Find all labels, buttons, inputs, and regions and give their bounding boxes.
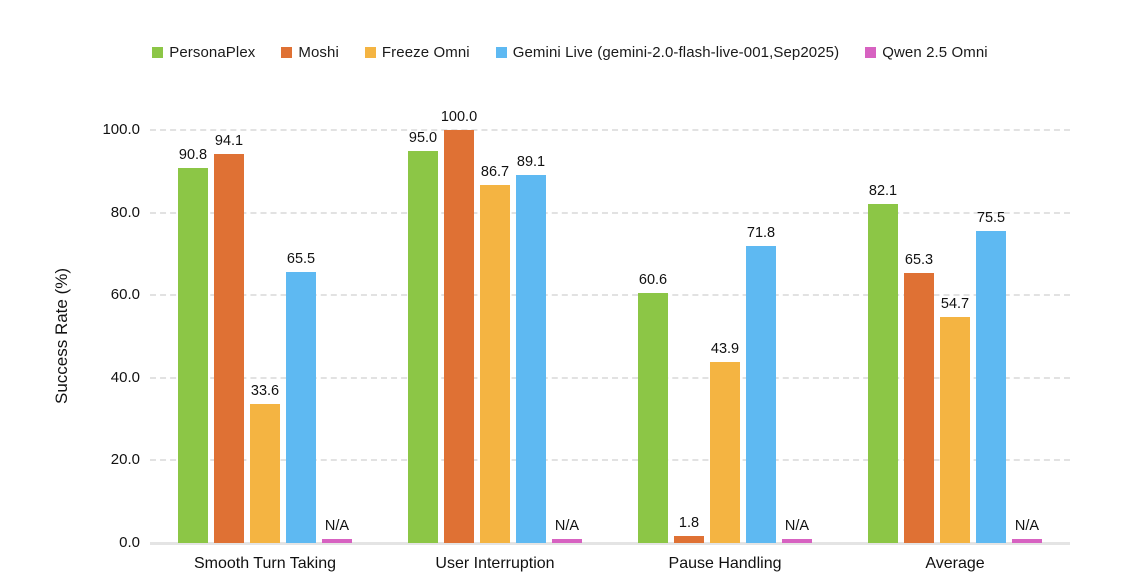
bar-freeze-omni-average — [940, 317, 970, 543]
value-label-qwen-2-5-omni-pause-handling: N/A — [784, 517, 810, 534]
value-label-freeze-omni-user-interruption: 86.7 — [480, 163, 510, 180]
value-label-personaplex-pause-handling: 60.6 — [638, 271, 668, 288]
bar-qwen-2-5-omni-smooth-turn-taking — [322, 538, 352, 543]
legend-swatch-icon — [495, 47, 507, 58]
value-label-personaplex-average: 82.1 — [868, 182, 898, 199]
value-label-freeze-omni-pause-handling: 43.9 — [710, 340, 740, 357]
legend-item-freeze-omni: Freeze Omni — [364, 44, 470, 61]
bar-freeze-omni-smooth-turn-taking — [250, 404, 280, 543]
x-category-user-interruption: User Interruption — [435, 555, 555, 572]
y-tick-60: 60.0 — [110, 286, 140, 304]
legend: PersonaPlex Moshi Freeze Omni Gemini Live (… — [0, 44, 1140, 61]
legend-label: PersonaPlex — [169, 44, 256, 61]
y-tick-100: 100.0 — [102, 121, 140, 138]
bar-personaplex-smooth-turn-taking — [178, 167, 208, 543]
legend-swatch-icon — [152, 47, 164, 58]
value-label-moshi-pause-handling: 1.8 — [678, 514, 700, 531]
legend-item-qwen-2-5-omni: Qwen 2.5 Omni — [865, 44, 988, 61]
y-tick-40: 40.0 — [110, 368, 140, 386]
value-label-moshi-smooth-turn-taking: 94.1 — [214, 133, 244, 150]
x-category-pause-handling: Pause Handling — [668, 555, 782, 572]
legend-label: Freeze Omni — [381, 44, 470, 61]
gridline-100 — [150, 129, 1070, 131]
legend-swatch-icon — [364, 47, 376, 58]
gridline-40 — [150, 376, 1070, 379]
bar-gemini-live-gemini-2-0-flash-live-001-sep2025-pause-handling — [746, 246, 776, 543]
bar-moshi-user-interruption — [444, 130, 474, 543]
value-label-freeze-omni-smooth-turn-taking: 33.6 — [250, 383, 280, 400]
gridline-20 — [150, 459, 1070, 462]
value-label-personaplex-smooth-turn-taking: 90.8 — [178, 146, 208, 163]
value-label-freeze-omni-average: 54.7 — [940, 296, 970, 313]
y-tick-80: 80.0 — [110, 203, 140, 221]
value-label-personaplex-user-interruption: 95.0 — [408, 129, 438, 146]
bar-personaplex-user-interruption — [408, 150, 438, 543]
bar-moshi-pause-handling — [674, 535, 704, 543]
bar-freeze-omni-pause-handling — [710, 361, 740, 543]
value-label-gemini-live-gemini-2-0-flash-live-001-sep2025-user-interruption: 89.1 — [516, 154, 546, 171]
legend-label: Moshi — [298, 44, 339, 61]
bar-qwen-2-5-omni-pause-handling — [782, 538, 812, 543]
x-category-smooth-turn-taking: Smooth Turn Taking — [193, 555, 336, 572]
bar-gemini-live-gemini-2-0-flash-live-001-sep2025-average — [976, 231, 1006, 543]
bar-personaplex-average — [868, 203, 898, 543]
value-label-qwen-2-5-omni-user-interruption: N/A — [554, 517, 580, 534]
value-label-moshi-average: 65.3 — [904, 252, 934, 269]
bar-moshi-smooth-turn-taking — [214, 154, 244, 543]
bar-moshi-average — [904, 273, 934, 543]
y-tick-0: 0.0 — [119, 534, 140, 551]
legend-item-gemini-live-gemini-2-0-flash-live-001-sep2025: Gemini Live (gemini-2.0-flash-live-001,S… — [495, 44, 840, 61]
value-label-gemini-live-gemini-2-0-flash-live-001-sep2025-smooth-turn-taking: 65.5 — [286, 251, 316, 268]
x-category-average: Average — [925, 555, 985, 572]
value-label-qwen-2-5-omni-smooth-turn-taking: N/A — [324, 517, 350, 534]
bar-qwen-2-5-omni-average — [1012, 538, 1042, 543]
bar-qwen-2-5-omni-user-interruption — [552, 538, 582, 543]
legend-swatch-icon — [281, 47, 293, 58]
value-label-gemini-live-gemini-2-0-flash-live-001-sep2025-pause-handling: 71.8 — [746, 225, 776, 242]
bar-gemini-live-gemini-2-0-flash-live-001-sep2025-user-interruption — [516, 175, 546, 543]
legend-swatch-icon — [865, 47, 877, 58]
value-label-moshi-user-interruption: 100.0 — [440, 109, 478, 125]
bar-personaplex-pause-handling — [638, 292, 668, 543]
value-label-gemini-live-gemini-2-0-flash-live-001-sep2025-average: 75.5 — [976, 210, 1006, 227]
gridline-60 — [150, 294, 1070, 297]
x-axis-line — [150, 542, 1070, 545]
legend-item-moshi: Moshi — [281, 44, 339, 61]
legend-label: Qwen 2.5 Omni — [882, 44, 988, 61]
bar-freeze-omni-user-interruption — [480, 184, 510, 543]
gridline-80 — [150, 211, 1070, 214]
legend-label: Gemini Live (gemini-2.0-flash-live-001,S… — [512, 44, 840, 61]
y-tick-20: 20.0 — [110, 451, 140, 469]
bar-gemini-live-gemini-2-0-flash-live-001-sep2025-smooth-turn-taking — [286, 272, 316, 543]
value-label-qwen-2-5-omni-average: N/A — [1014, 517, 1040, 534]
legend-item-personaplex: PersonaPlex — [152, 44, 255, 61]
